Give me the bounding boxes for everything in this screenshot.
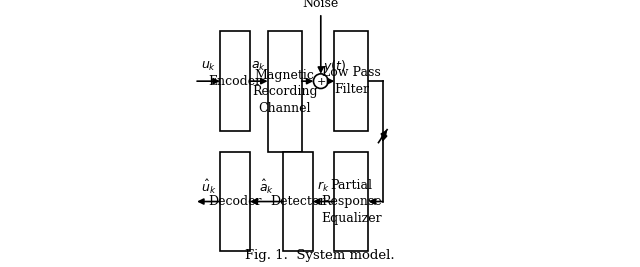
Text: Decoder: Decoder xyxy=(208,195,262,208)
Text: $r_k$: $r_k$ xyxy=(317,180,330,194)
Bar xyxy=(334,32,369,131)
Bar xyxy=(268,32,301,152)
Text: $u_k$: $u_k$ xyxy=(201,60,216,73)
Text: Fig. 1.  System model.: Fig. 1. System model. xyxy=(245,249,395,262)
Text: Noise: Noise xyxy=(303,0,339,10)
Text: $+$: $+$ xyxy=(316,76,326,87)
Bar xyxy=(220,152,250,251)
Text: Magnetic
Recording
Channel: Magnetic Recording Channel xyxy=(252,69,317,115)
Bar xyxy=(220,32,250,131)
Bar xyxy=(334,152,369,251)
Text: Partial
Response
Equalizer: Partial Response Equalizer xyxy=(321,179,381,225)
Text: Encoder: Encoder xyxy=(209,75,262,88)
Text: $\hat{a}_k$: $\hat{a}_k$ xyxy=(259,178,274,196)
Bar xyxy=(283,152,313,251)
Text: $a_k$: $a_k$ xyxy=(252,60,266,73)
Text: Detector: Detector xyxy=(270,195,326,208)
Text: $\hat{u}_k$: $\hat{u}_k$ xyxy=(201,178,216,196)
Text: $y(t)$: $y(t)$ xyxy=(323,58,346,75)
Text: Low Pass
Filter: Low Pass Filter xyxy=(322,66,381,96)
